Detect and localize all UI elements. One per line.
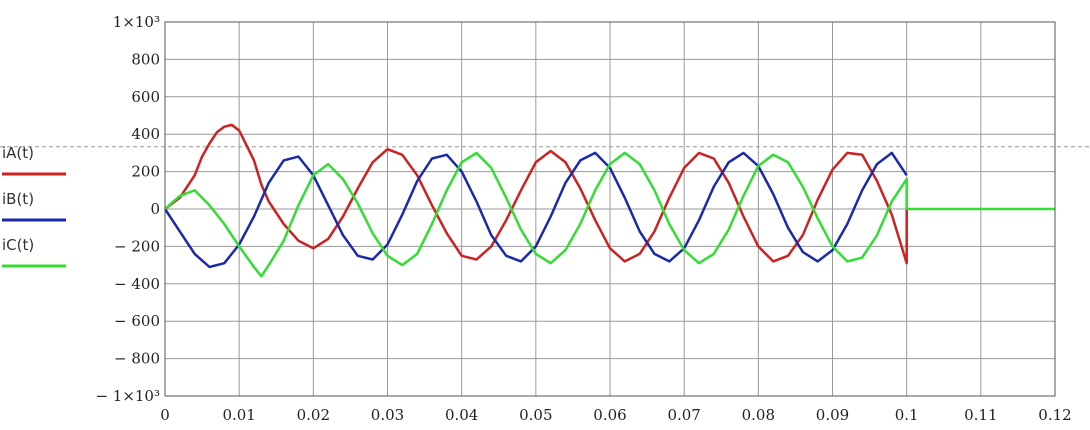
- y-tick-label: 800: [131, 50, 160, 68]
- y-tick-label: 200: [131, 163, 160, 181]
- x-tick-label: 0.01: [222, 406, 255, 424]
- y-tick-label: − 600: [114, 312, 160, 330]
- x-axis-ticks: 0 0.01 0.02 0.03 0.04 0.05 0.06 0.07 0.08 0.09 0.1…: [160, 406, 1071, 424]
- x-tick-label: 0.12: [1038, 406, 1071, 424]
- legend-label: iC(t): [2, 236, 34, 254]
- x-tick-label: 0.11: [964, 406, 997, 424]
- x-tick-label: 0.06: [593, 406, 626, 424]
- y-tick-label: − 1×10³: [95, 387, 160, 405]
- legend-label: iA(t): [2, 144, 34, 162]
- x-tick-label: 0: [160, 406, 170, 424]
- legend: iA(t) iB(t) iC(t): [2, 144, 66, 268]
- y-tick-label: 400: [131, 125, 160, 143]
- y-tick-label: − 800: [114, 350, 160, 368]
- series-layer: [163, 123, 1055, 278]
- y-tick-label: − 400: [114, 275, 160, 293]
- x-tick-label: 0.02: [297, 406, 330, 424]
- y-tick-label: 1×10³: [113, 13, 160, 31]
- series-line-2: [164, 151, 1055, 278]
- y-axis-ticks: 1×10³ 800 600 400 200 0 − 200 − 400 − 600 − 800 − …: [95, 13, 160, 405]
- series-line-1: [163, 151, 908, 269]
- y-tick-label: 600: [131, 88, 160, 106]
- x-tick-label: 0.04: [445, 406, 478, 424]
- series-line-0: [164, 123, 908, 265]
- y-tick-label: 0: [150, 200, 160, 218]
- x-tick-label: 0.05: [519, 406, 552, 424]
- plot-frame: [164, 21, 1056, 397]
- legend-label: iB(t): [2, 190, 34, 208]
- x-tick-label: 0.08: [742, 406, 775, 424]
- x-tick-label: 0.09: [816, 406, 849, 424]
- x-tick-label: 0.03: [371, 406, 404, 424]
- x-tick-label: 0.1: [895, 406, 919, 424]
- y-tick-label: − 200: [114, 237, 160, 255]
- x-tick-label: 0.07: [667, 406, 700, 424]
